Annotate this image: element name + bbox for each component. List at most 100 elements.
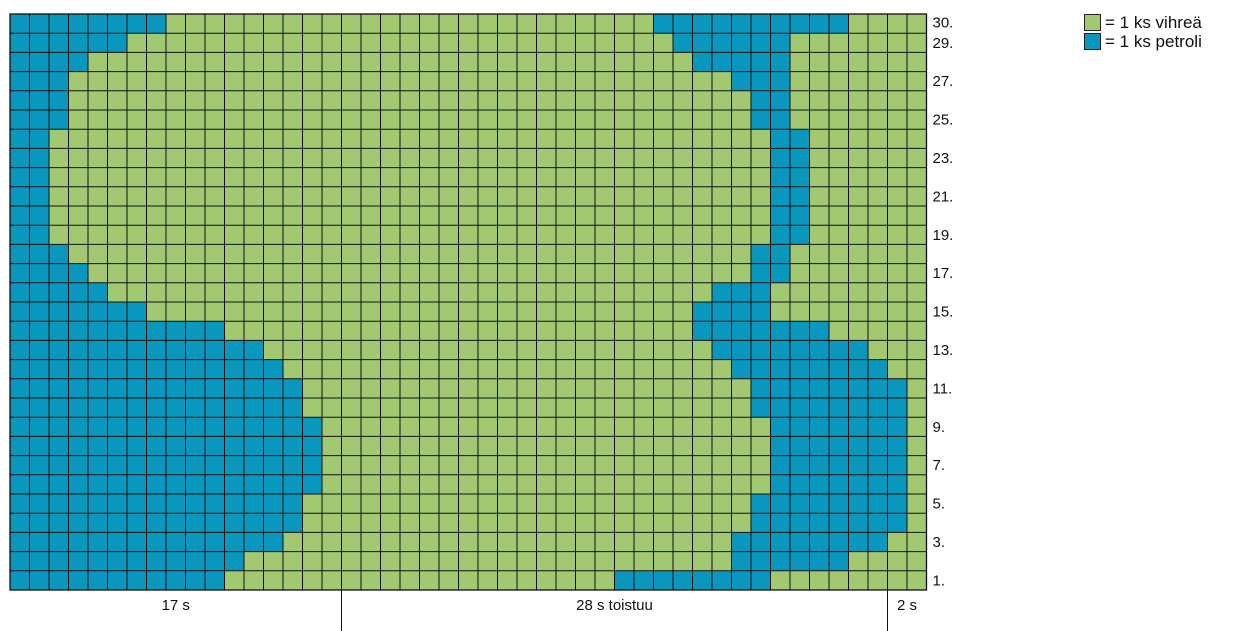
grid-cell [146,551,166,571]
grid-cell [751,455,771,475]
grid-cell [107,282,127,302]
grid-cell [848,14,868,34]
grid-cell [88,14,108,34]
grid-cell [10,359,30,379]
grid-cell [458,494,478,514]
grid-cell [848,263,868,283]
grid-cell [400,378,420,398]
grid-cell [731,71,751,91]
grid-cell [614,110,634,130]
grid-cell [478,417,498,437]
grid-cell [419,359,439,379]
grid-cell [556,14,576,34]
grid-cell [302,186,322,206]
grid-cell [283,52,303,72]
grid-cell [595,398,615,418]
grid-cell [439,321,459,341]
grid-cell [887,186,907,206]
grid-cell [263,378,283,398]
grid-cell [244,33,264,53]
grid-cell [263,494,283,514]
grid-cell [224,302,244,322]
grid-cell [712,14,732,34]
grid-cell [224,474,244,494]
grid-cell [283,110,303,130]
grid-cell [653,263,673,283]
grid-cell [419,206,439,226]
grid-cell [322,225,342,245]
grid-cell [107,378,127,398]
grid-cell [809,225,829,245]
grid-cell [790,378,810,398]
grid-cell [497,436,517,456]
grid-cell [10,110,30,130]
grid-cell [673,321,693,341]
grid-cell [653,436,673,456]
grid-cell [107,167,127,187]
grid-cell [478,244,498,264]
grid-cell [205,225,225,245]
grid-cell [712,398,732,418]
grid-cell [302,167,322,187]
grid-cell [673,52,693,72]
grid-cell [517,455,537,475]
grid-cell [790,436,810,456]
grid-cell [341,90,361,110]
grid-cell [127,244,147,264]
grid-cell [146,321,166,341]
grid-cell [614,321,634,341]
grid-cell [419,71,439,91]
grid-cell [887,340,907,360]
grid-cell [185,551,205,571]
grid-cell [380,148,400,168]
grid-cell [809,513,829,533]
grid-cell [107,302,127,322]
grid-cell [283,321,303,341]
grid-cell [673,340,693,360]
grid-cell [692,167,712,187]
grid-cell [166,52,186,72]
grid-cell [770,532,790,552]
grid-cell [439,494,459,514]
grid-cell [205,244,225,264]
grid-cell [439,532,459,552]
grid-cell [595,494,615,514]
grid-cell [29,225,49,245]
grid-cell [29,494,49,514]
grid-cell [68,129,88,149]
grid-cell [790,71,810,91]
grid-cell [536,225,556,245]
grid-cell [107,244,127,264]
grid-cell [224,71,244,91]
grid-cell [283,33,303,53]
grid-cell [907,71,927,91]
grid-cell [341,436,361,456]
grid-cell [302,225,322,245]
grid-cell [302,474,322,494]
grid-cell [419,551,439,571]
grid-cell [185,359,205,379]
grid-cell [614,167,634,187]
grid-cell [907,417,927,437]
grid-cell [439,417,459,437]
grid-cell [322,474,342,494]
grid-cell [458,282,478,302]
grid-cell [263,359,283,379]
grid-cell [88,225,108,245]
grid-cell [517,90,537,110]
grid-cell [517,551,537,571]
grid-cell [887,532,907,552]
grid-cell [68,244,88,264]
row-label: 21. [933,188,954,205]
grid-cell [166,417,186,437]
grid-cell [224,110,244,130]
grid-cell [653,302,673,322]
grid-cell [49,570,69,590]
grid-cell [283,206,303,226]
grid-cell [770,321,790,341]
row-label: 1. [933,572,946,589]
grid-cell [556,90,576,110]
grid-cell [848,378,868,398]
grid-cell [244,513,264,533]
grid-cell [497,186,517,206]
